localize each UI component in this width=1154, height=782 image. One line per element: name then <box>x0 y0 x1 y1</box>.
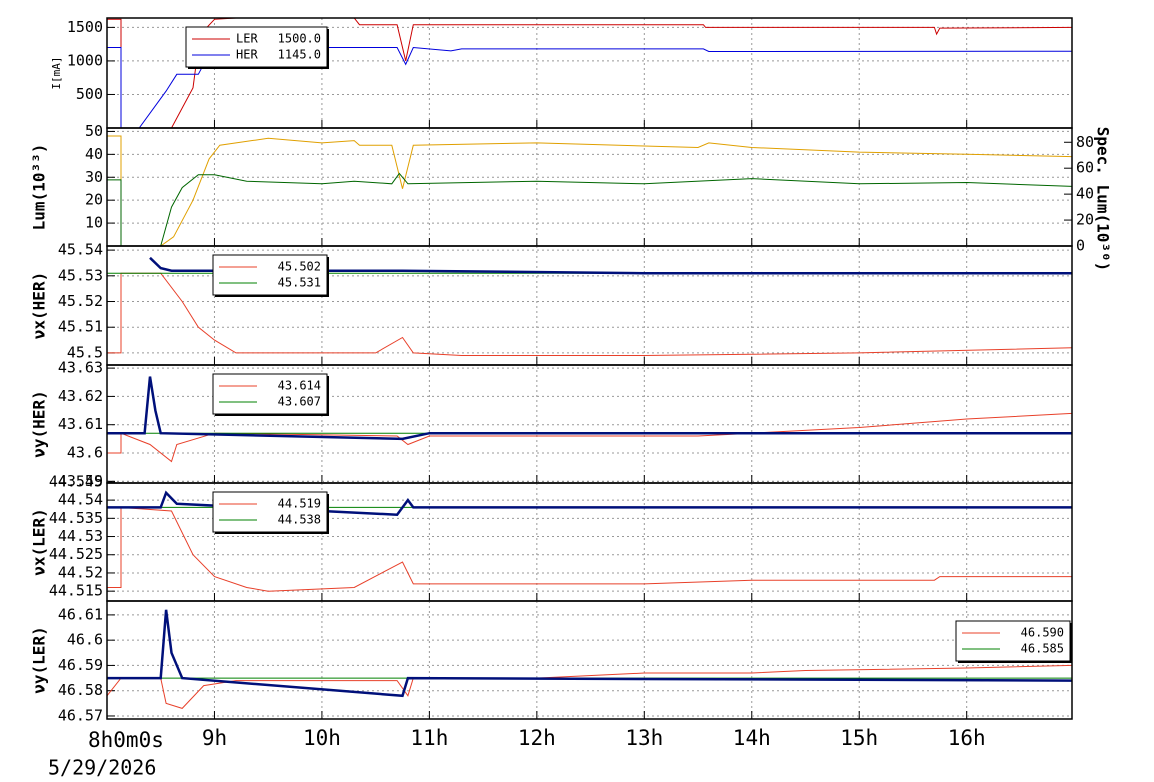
legend-label: 46.590 <box>1021 626 1064 640</box>
y2-tick-label: 80 <box>1076 133 1094 151</box>
x-origin-label: 8h0m0s <box>88 728 164 752</box>
y-axis-label: Lum(10³³) <box>30 144 49 231</box>
legend-value: 1145.0 <box>278 48 321 62</box>
y-tick-label: 44.525 <box>49 545 103 563</box>
series-line <box>107 609 1073 698</box>
y-axis-label: νx(LER) <box>30 508 49 575</box>
y-tick-label: 46.57 <box>58 706 103 724</box>
legend-label: 43.607 <box>278 395 321 409</box>
legend-label: 46.585 <box>1021 642 1064 656</box>
plot-frame <box>106 600 1073 720</box>
legend-box <box>185 26 328 68</box>
legend-box <box>212 373 328 415</box>
series-line <box>107 135 1073 247</box>
legend-label: 43.614 <box>278 379 321 393</box>
y-tick-label: 44.53 <box>58 527 103 545</box>
x-tick-label: 12h <box>518 726 556 750</box>
series-line <box>107 376 1072 441</box>
y-tick-label: 45.53 <box>58 266 103 284</box>
plot-frame <box>106 127 1073 247</box>
y-tick-label: 43.59 <box>58 472 103 490</box>
y2-tick-label: 60 <box>1076 159 1094 177</box>
legend-label: 44.538 <box>278 513 321 527</box>
y-tick-label: 43.6 <box>67 444 103 462</box>
y-axis-label: I[mA] <box>50 56 63 89</box>
legend-label: 45.502 <box>278 260 321 274</box>
legend-label: 45.531 <box>278 276 321 290</box>
x-tick-label: 13h <box>625 726 663 750</box>
y-tick-label: 45.54 <box>58 241 103 259</box>
y2-tick-label: 20 <box>1076 211 1094 229</box>
y-tick-label: 45.5 <box>67 343 103 361</box>
y-tick-label: 44.515 <box>49 582 103 600</box>
y-tick-label: 44.535 <box>49 509 103 527</box>
legend-label: HER <box>236 48 258 62</box>
legend-box <box>212 491 328 533</box>
legend-box <box>955 620 1071 662</box>
y-tick-label: 40 <box>85 145 103 163</box>
y-tick-label: 46.61 <box>58 605 103 623</box>
y-tick-label: 45.52 <box>58 292 103 310</box>
x-tick-label: 14h <box>733 726 771 750</box>
y-tick-label: 46.58 <box>58 681 103 699</box>
y-tick-label: 45.51 <box>58 318 103 336</box>
y-tick-label: 20 <box>85 191 103 209</box>
series-line <box>107 172 1073 247</box>
y-axis-label: νy(HER) <box>30 390 49 457</box>
series-line <box>107 412 1073 463</box>
y-tick-label: 46.59 <box>58 656 103 674</box>
y-tick-label: 44.54 <box>58 491 103 509</box>
y-tick-label: 43.62 <box>58 387 103 405</box>
y-tick-label: 1000 <box>67 51 103 69</box>
x-tick-label: 10h <box>303 726 341 750</box>
y-tick-label: 10 <box>85 214 103 232</box>
y-tick-label: 44.545 <box>49 472 103 490</box>
y-axis-label: νx(HER) <box>30 272 49 339</box>
series-line <box>107 506 1072 592</box>
y-tick-label: 46.6 <box>67 631 103 649</box>
x-tick-label: 15h <box>840 726 878 750</box>
y-axis-label: νy(LER) <box>30 626 49 693</box>
legend-value: 1500.0 <box>278 32 321 46</box>
legend-box <box>212 254 328 296</box>
y-tick-label: 500 <box>76 85 103 103</box>
x-tick-label: 11h <box>410 726 448 750</box>
series-line <box>107 17 1073 129</box>
x-tick-label: 9h <box>202 726 227 750</box>
y2-tick-label: 40 <box>1076 185 1094 203</box>
legend-label: 44.519 <box>278 497 321 511</box>
legend-label: LER <box>236 32 258 46</box>
y-tick-label: 44.52 <box>58 563 103 581</box>
y2-tick-label: 0 <box>1076 237 1085 255</box>
y-tick-label: 43.61 <box>58 415 103 433</box>
y-tick-label: 1500 <box>67 18 103 36</box>
x-tick-label: 16h <box>948 726 986 750</box>
y-tick-label: 43.63 <box>58 359 103 377</box>
series-line <box>106 664 1073 709</box>
y2-axis-label: Spec. Lum(10³⁰) <box>1094 127 1113 272</box>
date-label: 5/29/2026 <box>48 756 156 780</box>
y-tick-label: 30 <box>85 168 103 186</box>
y-tick-label: 50 <box>85 122 103 140</box>
